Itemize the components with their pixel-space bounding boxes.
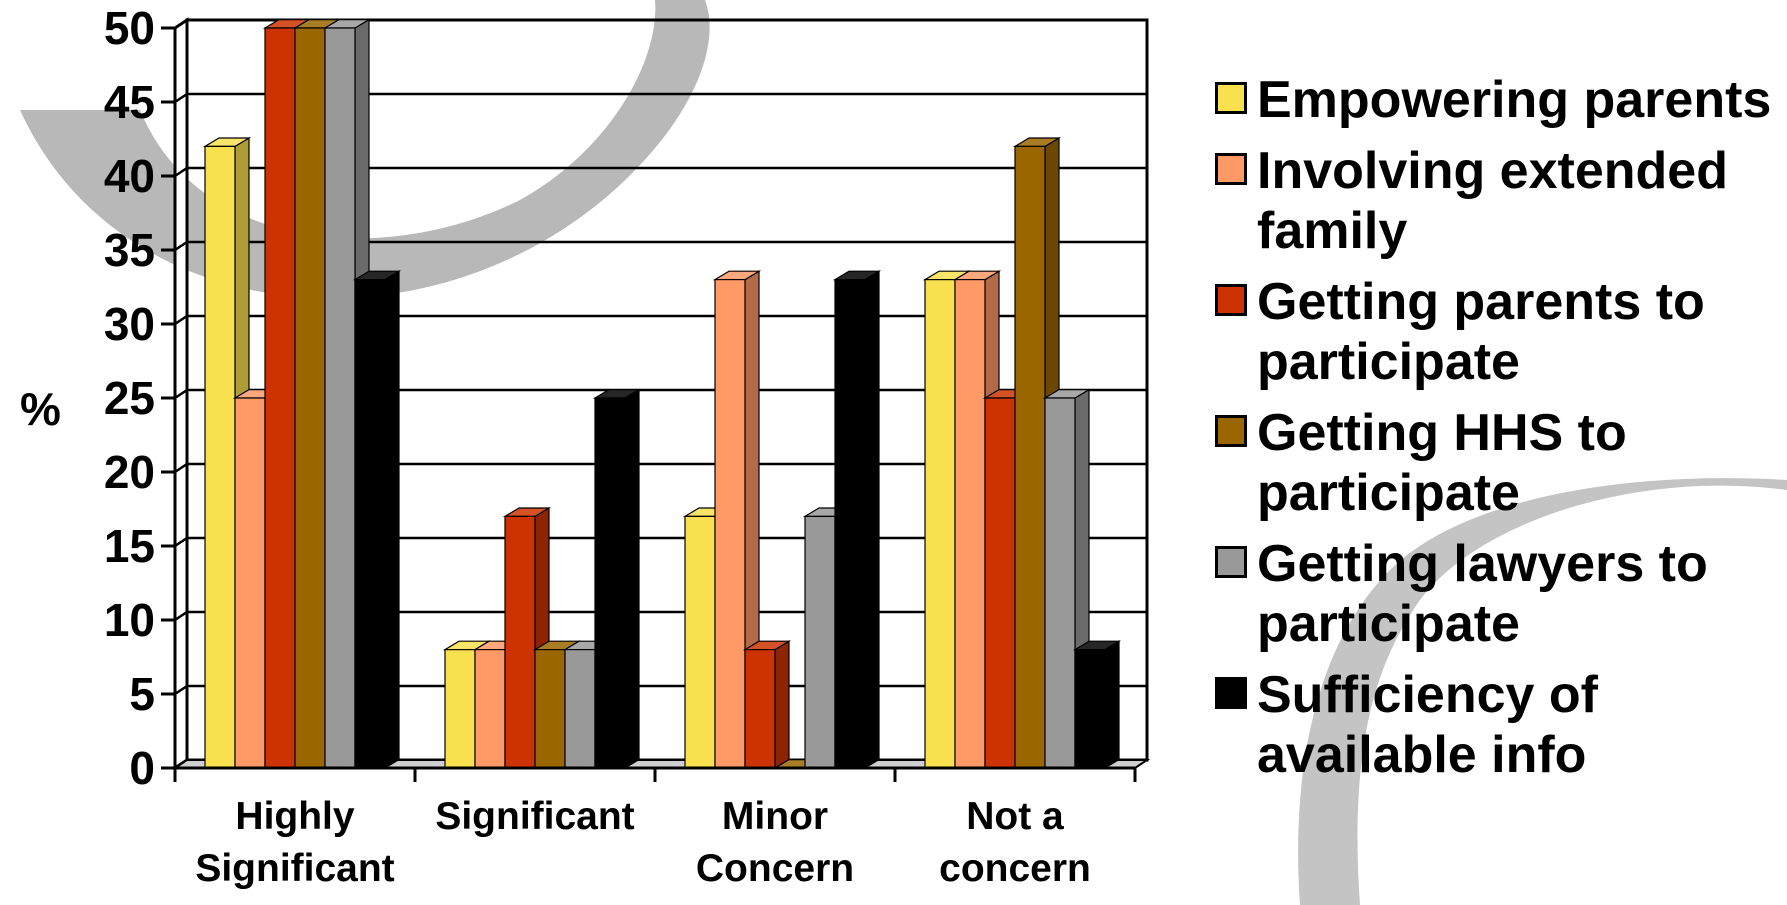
legend-swatch	[1215, 153, 1247, 185]
legend-swatch	[1215, 284, 1247, 316]
y-tick-label: 40	[104, 150, 155, 202]
axes	[161, 26, 1137, 782]
y-tick-label: 15	[104, 520, 155, 572]
grid-line	[174, 18, 1147, 30]
legend-item: Getting HHS to participate	[1215, 403, 1785, 523]
y-tick-label: 0	[129, 742, 155, 794]
bar-sufficiency-of-available-info-not-a-concern	[1072, 640, 1122, 770]
legend-swatch	[1215, 82, 1247, 114]
y-axis-label: %	[20, 383, 61, 435]
grid-line	[174, 314, 1147, 326]
legend-item: Empowering parents	[1215, 70, 1785, 130]
y-tick-label: 50	[104, 2, 155, 54]
y-tick-label: 20	[104, 446, 155, 498]
legend-swatch	[1215, 677, 1247, 709]
y-tick-label: 10	[104, 594, 155, 646]
grid-line	[174, 240, 1147, 252]
legend-label: Sufficiency of available info	[1257, 666, 1598, 784]
legend-swatch	[1215, 546, 1247, 578]
bars	[202, 18, 1122, 770]
x-category-label: Significant	[435, 795, 634, 838]
legend-item: Getting parents to participate	[1215, 272, 1785, 392]
legend-label: Involving extended family	[1257, 142, 1728, 260]
legend-label: Getting parents to participate	[1257, 273, 1705, 391]
y-tick-label: 25	[104, 372, 155, 424]
grid-line	[174, 166, 1147, 178]
legend-item: Getting lawyers to participate	[1215, 534, 1785, 654]
background-swirl-decoration	[20, 0, 1787, 905]
x-category-labels: Highly Significant Significant Minor Concern…	[195, 795, 1091, 890]
bar-sufficiency-of-available-info-highly-significant	[352, 270, 402, 770]
legend: Empowering parents Involving extended fam…	[1215, 70, 1785, 796]
x-category-label: Highly Significant	[195, 795, 394, 890]
y-tick-label: 5	[129, 668, 155, 720]
grid-line	[174, 462, 1147, 474]
bar-sufficiency-of-available-info-minor-concern	[832, 270, 882, 770]
bar-sufficiency-of-available-info-significant	[592, 388, 642, 770]
legend-label: Getting HHS to participate	[1257, 404, 1627, 522]
legend-label: Getting lawyers to participate	[1257, 535, 1708, 653]
grid-line	[174, 92, 1147, 104]
legend-label: Empowering parents	[1257, 71, 1772, 129]
y-tick-labels: 0 5 10 15 20 25 30 35 40 45 50	[104, 2, 155, 794]
x-category-label: Not a concern	[939, 795, 1091, 890]
legend-swatch	[1215, 415, 1247, 447]
y-tick-label: 30	[104, 298, 155, 350]
y-tick-label: 35	[104, 224, 155, 276]
legend-item: Sufficiency of available info	[1215, 665, 1785, 785]
grid-line	[174, 388, 1147, 400]
y-tick-label: 45	[104, 76, 155, 128]
legend-item: Involving extended family	[1215, 141, 1785, 261]
bar-getting-parents-to-participate-minor-concern	[742, 640, 792, 770]
x-category-label: Minor Concern	[696, 795, 854, 890]
